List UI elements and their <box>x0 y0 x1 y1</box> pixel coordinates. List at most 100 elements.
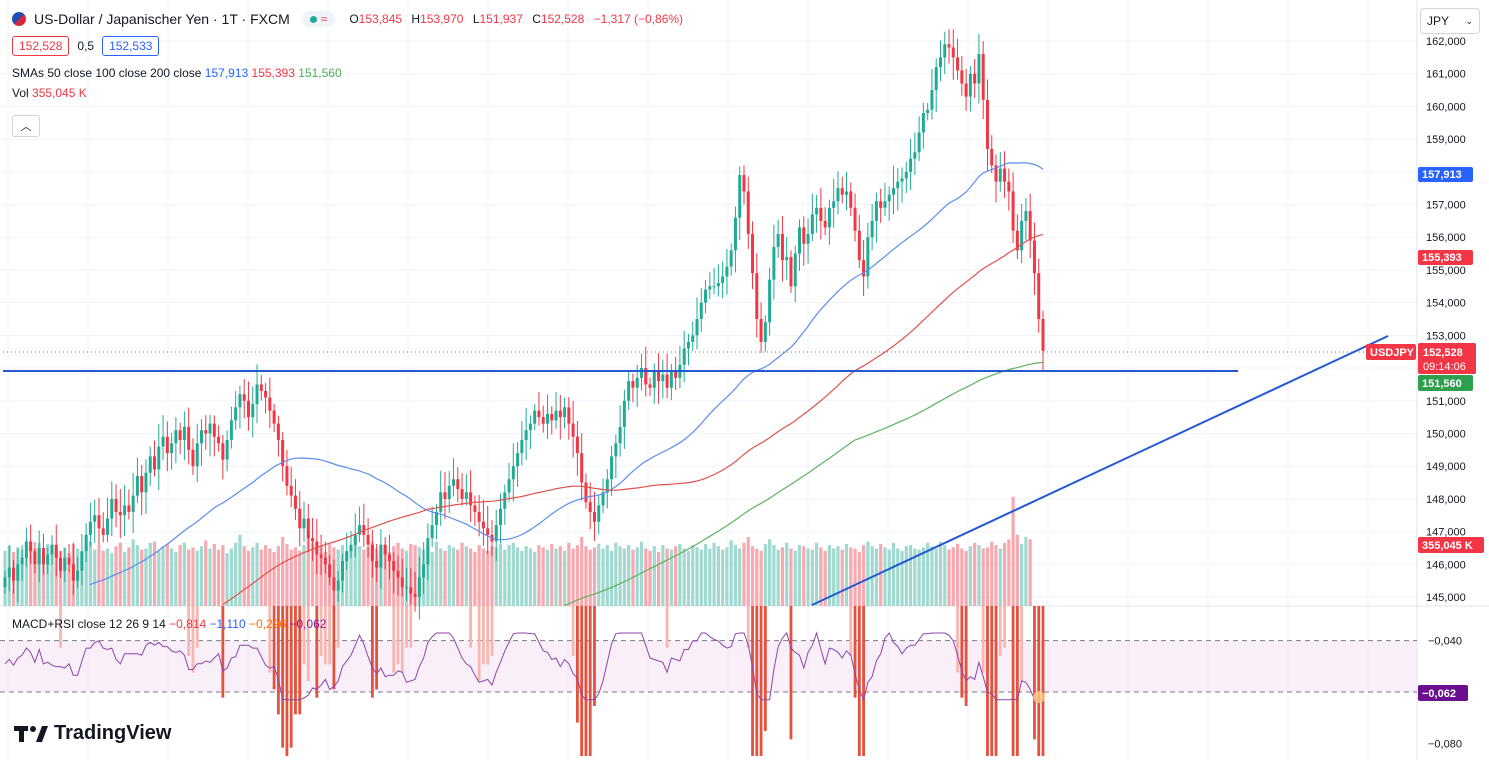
candle-body <box>422 564 426 578</box>
volume-bar <box>665 548 669 606</box>
volume-bar <box>430 551 434 606</box>
sell-button[interactable]: 152,528 <box>12 36 70 56</box>
volume-bar <box>1028 539 1032 606</box>
candle-body <box>439 492 443 512</box>
tradingview-logo[interactable]: TradingView <box>14 722 171 745</box>
candle-body <box>657 371 661 382</box>
volume-bar <box>528 548 533 606</box>
candle-body <box>24 541 28 558</box>
candle-body <box>59 557 63 571</box>
macd-histogram-bar <box>755 606 759 756</box>
volume-bar <box>54 549 58 606</box>
volume-bar <box>545 549 550 606</box>
candle-body <box>195 443 199 467</box>
volume-bar <box>50 545 54 606</box>
candle-body <box>934 67 938 91</box>
currency-select[interactable]: JPY ⌄ <box>1420 8 1480 34</box>
volume-bar <box>874 548 879 606</box>
macd-histogram-bar <box>409 606 413 648</box>
volume-legend[interactable]: Vol 355,045 K <box>12 86 87 100</box>
macd-histogram-bar <box>370 606 374 698</box>
candle-body <box>80 551 84 571</box>
candle-body <box>93 515 97 522</box>
volume-bar <box>960 548 964 606</box>
volume-bar <box>592 547 597 606</box>
volume-bar <box>768 539 772 606</box>
candle-body <box>981 54 985 100</box>
buy-button[interactable]: 152,533 <box>102 36 160 56</box>
candle-body <box>571 423 575 437</box>
volume-bar <box>127 547 131 606</box>
volume-bar <box>802 546 806 606</box>
volume-bar <box>238 534 242 606</box>
volume-bar <box>614 542 618 606</box>
volume-bar <box>246 550 251 606</box>
candle-body <box>293 495 297 509</box>
sma100-badge-bg <box>1418 250 1473 265</box>
volume-bar <box>456 549 460 606</box>
candle-body <box>768 279 772 323</box>
volume-bar <box>511 542 515 606</box>
candle-body <box>947 44 951 48</box>
candle-body <box>699 302 703 319</box>
candle-body <box>721 276 725 284</box>
indicator-legend[interactable]: MACD+RSI close 12 26 9 14 −0,814 −1,110 … <box>12 617 327 631</box>
last-price-badge-bg <box>1418 343 1476 374</box>
sma-legend[interactable]: SMAs 50 close 100 close 200 close 157,91… <box>12 66 342 80</box>
collapse-legend-button[interactable]: ︿ <box>12 115 40 137</box>
market-status[interactable]: ≈ <box>301 11 336 27</box>
price-axis[interactable]: 162,000161,000160,000159,000158,000157,0… <box>1426 36 1466 750</box>
volume-bar <box>627 545 631 606</box>
volume-bar <box>46 543 50 606</box>
candle-body <box>405 587 409 589</box>
price-tick-label: 160,000 <box>1426 101 1466 113</box>
ascending-trend-line[interactable] <box>811 335 1389 606</box>
volume-bar <box>486 550 490 606</box>
volume-bar <box>712 542 716 606</box>
macd-histogram-bar <box>1041 606 1045 756</box>
candle-body <box>118 511 122 516</box>
volume-bar <box>635 547 639 606</box>
volume-bar <box>943 545 947 606</box>
candle-body <box>84 534 88 552</box>
candle-body <box>763 322 767 342</box>
volume-bar <box>639 541 644 606</box>
volume-bar <box>605 545 609 606</box>
drawn-lines[interactable] <box>3 335 1417 606</box>
volume-bar <box>947 549 951 606</box>
symbol-title[interactable]: US-Dollar / Japanischer Yen · 1T · FXCM <box>34 11 290 27</box>
macd-histogram-bar <box>195 606 199 648</box>
macd-histogram-bar <box>580 606 584 756</box>
volume-bar <box>229 548 233 606</box>
candle-body <box>46 554 50 565</box>
volume-bar <box>703 543 708 606</box>
candle-body <box>601 492 605 506</box>
candle-body <box>157 446 161 470</box>
candle-body <box>1007 181 1011 192</box>
candle-body <box>131 495 135 512</box>
volume-bar <box>345 550 349 606</box>
price-tick-label: 150,000 <box>1426 428 1466 440</box>
volume-bar <box>242 546 246 606</box>
volume-bar <box>285 543 289 606</box>
volume-bar <box>994 545 998 606</box>
candle-body <box>50 544 54 555</box>
volume-bar <box>571 548 575 606</box>
volume-bar <box>221 545 225 606</box>
candle-body <box>1020 220 1024 251</box>
volume-bar <box>827 545 832 606</box>
macd-histogram-bar <box>986 606 989 756</box>
candle-body <box>849 191 853 208</box>
volume-bar <box>750 546 755 606</box>
candle-body <box>648 384 652 388</box>
macd-histogram-bar <box>187 606 191 656</box>
candle-body <box>375 561 379 568</box>
candle-body <box>900 178 904 182</box>
volume-bar <box>1011 496 1015 606</box>
candle-body <box>464 492 468 499</box>
candle-body <box>622 400 626 427</box>
volume-badge-bg <box>1418 537 1484 553</box>
candle-body <box>930 90 934 110</box>
candle-body <box>938 57 942 68</box>
